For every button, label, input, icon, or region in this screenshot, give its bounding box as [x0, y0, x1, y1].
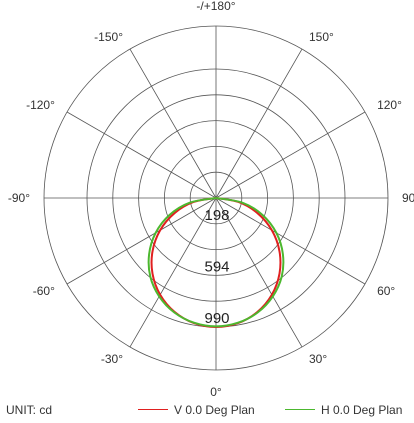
grid-spoke--30: [129, 197, 217, 348]
angle-label--120: -120°: [26, 98, 55, 112]
legend-swatch-green: [285, 409, 315, 411]
legend-label-v-plan: V 0.0 Deg Plan: [174, 403, 255, 417]
angle-label--60: -60°: [33, 284, 55, 298]
grid-spoke--60: [66, 197, 217, 285]
grid-spoke-120: [215, 111, 366, 199]
ring-label-594: 594: [204, 258, 229, 275]
grid-spoke--150: [129, 48, 217, 199]
grid-spoke-30: [215, 197, 303, 348]
polar-curves: [147, 197, 285, 328]
angle-label--90: -90°: [8, 191, 30, 205]
unit-label: UNIT: cd: [6, 403, 53, 417]
ring-label-198: 198: [204, 207, 229, 224]
ring-labels: 198 594 990: [204, 207, 229, 327]
angle-label--150: -150°: [94, 30, 123, 44]
angle-label-0: 0°: [210, 385, 222, 399]
legend-label-h-plan: H 0.0 Deg Plan: [321, 403, 403, 417]
angle-label-150: 150°: [309, 30, 334, 44]
ring-label-990: 990: [204, 310, 229, 327]
angle-label-90: 90°: [402, 191, 414, 205]
angle-label-120: 120°: [377, 98, 402, 112]
angle-label-30: 30°: [309, 352, 327, 366]
grid-spoke-150: [215, 48, 303, 199]
legend-item-v-plan: V 0.0 Deg Plan: [138, 403, 255, 417]
legend-item-h-plan: H 0.0 Deg Plan: [285, 403, 402, 417]
angle-label-180: -/+180°: [196, 0, 235, 13]
legend-swatch-red: [138, 409, 168, 411]
series-curve-1: [147, 197, 285, 328]
grid-spoke-60: [215, 197, 366, 285]
polar-grid: [43, 25, 389, 371]
angle-label--30: -30°: [101, 352, 123, 366]
angle-label-60: 60°: [377, 284, 395, 298]
angle-labels: -/+180° 150° 120° 90° 60° 30° 0° -30° -60° -90° -1…: [8, 0, 414, 399]
grid-spoke--120: [66, 111, 217, 199]
chart-legend: UNIT: cd V 0.0 Deg Plan H 0.0 Deg Plan: [0, 401, 414, 421]
